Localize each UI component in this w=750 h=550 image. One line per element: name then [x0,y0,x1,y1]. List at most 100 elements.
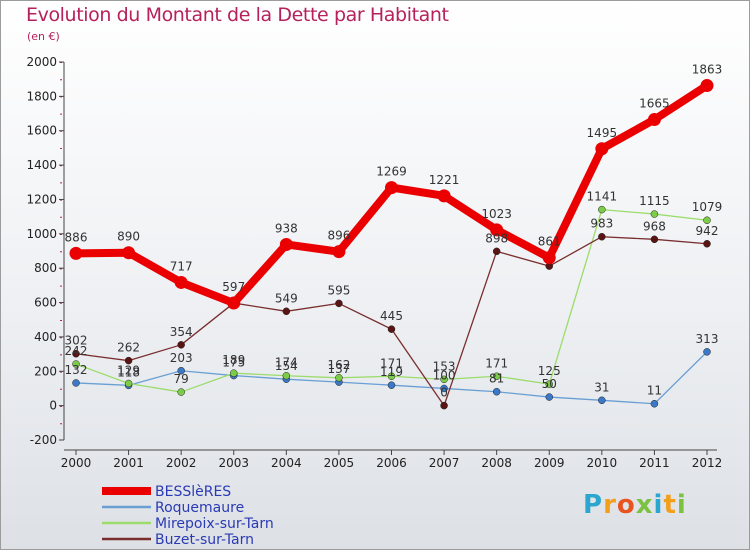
data-point [230,369,238,377]
logo-letter: r [603,490,617,520]
data-point [492,247,501,256]
data-point [387,381,396,389]
y-tick-label: 1800 [26,89,57,103]
y-tick-label: 0 [49,399,57,413]
x-tick-label: 2010 [587,456,618,470]
x-tick-label: 2007 [429,456,460,470]
data-point [440,375,448,384]
data-point [598,232,606,241]
x-tick-label: 2009 [534,456,565,470]
data-point [440,401,448,410]
data-point [69,246,83,260]
data-label: 153 [433,359,456,373]
data-label: 354 [170,325,193,339]
data-point [282,371,291,380]
x-tick-label: 2011 [639,456,670,470]
data-label: 1023 [481,207,512,221]
data-point [385,181,398,195]
y-tick-label: 1600 [26,124,57,138]
data-label: 1141 [587,190,618,204]
data-label: 861 [538,235,561,249]
logo-letter: i [676,490,687,520]
y-tick-label: 200 [34,364,57,378]
x-tick-label: 2001 [113,456,144,470]
data-label: 79 [174,372,189,386]
data-point [703,348,711,356]
legend-label: Roquemaure [155,500,244,516]
data-label: 886 [65,230,88,244]
data-label: 898 [485,231,508,245]
x-tick-label: 2012 [692,456,723,470]
x-tick-label: 2000 [61,456,92,470]
data-point [335,374,343,382]
logo-letter: P [583,490,604,520]
y-tick-label: 1200 [26,192,57,206]
unit-label: (en €) [27,30,60,43]
data-point [703,240,711,248]
data-labels: 242 129 79 189 174 162 171 153 171 125 1141 1115 107… [65,190,723,386]
x-tick-label: 2006 [376,456,407,470]
data-label: 549 [275,291,298,305]
data-point [332,245,346,259]
data-point [492,372,501,381]
data-label: 597 [222,280,245,294]
data-point [124,356,133,365]
data-label: 717 [170,259,193,273]
x-tick-label: 2002 [166,456,197,470]
data-label: 445 [380,309,403,323]
data-label: 129 [117,363,140,377]
data-point [440,384,448,393]
data-label: 1863 [692,63,723,77]
data-point [335,299,343,308]
logo-letter: o [616,490,636,520]
y-tick-label: 2000 [26,55,57,69]
data-point [387,372,396,381]
data-label: 31 [594,380,609,394]
data-label: 132 [65,363,88,377]
data-label: 595 [327,283,350,297]
data-labels: 132 118 203 175 154 137 119 100 81 50 31 11 313 [65,332,719,398]
data-label: 942 [696,224,719,238]
data-point [595,142,609,156]
data-point [545,393,553,401]
data-point [650,399,659,408]
data-point [282,307,291,316]
x-tick-labels: 2000 2001 2002 2003 2004 2005 2006 2007 2008 2009… [61,456,723,470]
data-point [492,387,501,396]
data-point [122,246,136,260]
data-point [177,367,185,375]
data-label: 1115 [639,194,670,208]
data-label: 50 [542,377,557,391]
data-label: 175 [222,356,245,370]
data-label: 171 [380,356,403,370]
data-label: 890 [117,230,140,244]
data-label: 125 [538,364,561,378]
series-bessl-res [69,79,714,310]
data-label: 100 [433,368,456,382]
y-tick-label: -200 [30,433,57,447]
data-point [700,79,714,93]
data-label: 1495 [587,126,618,140]
data-point [227,296,241,310]
data-label: 896 [327,229,350,243]
x-tick-label: 2008 [481,456,512,470]
data-point [177,341,185,349]
y-tick-label: 800 [34,261,57,275]
data-label: 302 [65,334,88,348]
data-point [598,396,606,405]
x-tick-label: 2005 [324,456,355,470]
data-label: 203 [170,351,193,365]
data-point [647,113,661,127]
series-mirepoix-sur-tarn [72,205,711,396]
x-tick-label: 2003 [218,456,249,470]
legend-label: BESSlèRES [155,484,231,500]
data-point [650,210,659,218]
data-label: 262 [117,341,140,355]
data-point [174,275,188,289]
data-point [650,235,659,244]
data-label: 1221 [429,173,460,187]
legend-label: Buzet-sur-Tarn [155,532,254,548]
y-tick-label: 1400 [26,158,57,172]
data-label: 137 [327,362,350,376]
